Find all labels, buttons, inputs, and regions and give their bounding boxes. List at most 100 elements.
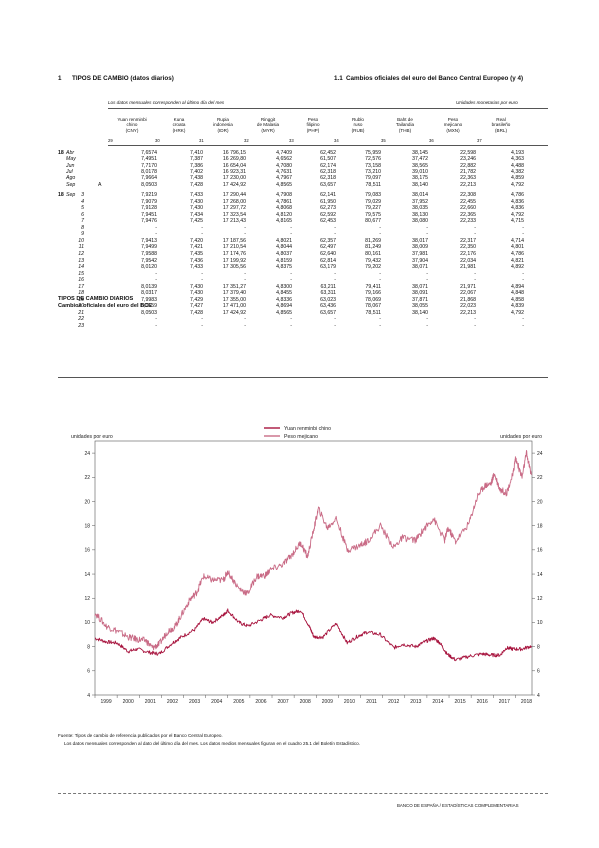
x-tick-label: 2013 (410, 699, 421, 705)
cell-value: - (201, 323, 203, 329)
column-header: Real brasileño (BRL) (491, 117, 511, 133)
cell-value: 16 796,15 (222, 150, 246, 156)
cell-value: 4,8068 (276, 205, 292, 212)
cell-value: 61,507 (320, 156, 336, 163)
cell-value: 4,859 (511, 175, 524, 182)
daily-row: 23 - - - - - - - - - (58, 323, 548, 329)
legend-label: Yuan renminbi chino (284, 426, 331, 432)
daily-row: 21 8,0503 7,428 17 424,92 4,8565 63,657 78,511… (58, 310, 548, 316)
row-label: Abr (66, 150, 75, 156)
cell-value: 79,411 (365, 283, 381, 290)
cell-value: 7,9128 (141, 205, 157, 212)
section-title: TIPOS DE CAMBIO (datos diarios) (72, 75, 174, 82)
cell-value: 4,8159 (276, 257, 292, 264)
cell-value: - (244, 224, 246, 231)
cell-value: 4,894 (511, 283, 524, 290)
monthly-row: Jul 8,0178 7,402 16 923,31 4,7631 62,318 73,21… (58, 169, 548, 175)
y-tick-label-left: 14 (84, 572, 90, 578)
row-day: 3 (81, 192, 84, 198)
cell-value: - (522, 270, 524, 277)
cell-value: 17 230,00 (222, 175, 246, 182)
cell-value: - (201, 270, 203, 277)
cell-value: - (379, 224, 381, 231)
x-tick-label: 2001 (145, 699, 156, 705)
footer-rule (58, 793, 548, 794)
x-tick-label: 2003 (189, 699, 200, 705)
cell-value: 79,097 (365, 175, 381, 182)
cell-value: 7,429 (190, 296, 203, 303)
row-day: 12 (78, 250, 84, 257)
cell-value: 62,318 (320, 175, 336, 182)
cell-value: 38,140 (412, 309, 428, 316)
cell-value: 4,7631 (276, 169, 292, 176)
row-label: May (66, 156, 76, 163)
row-year: 18 (58, 150, 64, 156)
cell-value: 22,365 (460, 211, 476, 218)
cell-value: 17 290,44 (222, 192, 246, 198)
column-header: Peso filipino (PHP) (306, 117, 320, 133)
cell-value: 7,427 (190, 303, 203, 310)
cell-value: 38,071 (412, 264, 428, 271)
cell-value: 62,174 (320, 162, 336, 169)
cell-value: 22,023 (460, 303, 476, 310)
cell-value: - (474, 224, 476, 231)
cell-value: 4,7080 (276, 162, 292, 169)
cell-value: 4,801 (511, 244, 524, 251)
row-day: 19 (78, 296, 84, 303)
column-header: Baht de Tailandia (THB) (395, 117, 415, 133)
table-top-rule (108, 108, 548, 109)
cell-value: 17 199,92 (222, 257, 246, 264)
cell-value: 4,714 (511, 237, 524, 244)
cell-value: 7,386 (190, 162, 203, 169)
cell-value: - (522, 323, 524, 329)
plot-frame (94, 440, 533, 696)
cell-value: 22,213 (460, 309, 476, 316)
cell-value: 38,014 (412, 192, 428, 198)
cell-value: 7,9588 (141, 250, 157, 257)
x-tick-label: 2005 (233, 699, 244, 705)
cell-value: - (244, 323, 246, 329)
cell-value: 17 213,43 (222, 218, 246, 225)
y-tick-label-right: 20 (537, 499, 543, 505)
column-header: Kuna croata (HRK) (172, 117, 186, 133)
cell-value: 4,382 (511, 169, 524, 176)
cell-value: - (201, 224, 203, 231)
cell-value: 7,421 (190, 244, 203, 251)
x-tick-label: 2018 (521, 699, 532, 705)
cell-value: 4,715 (511, 218, 524, 225)
cell-value: 7,425 (190, 218, 203, 225)
cell-value: 4,839 (511, 303, 524, 310)
cell-value: 4,8336 (276, 296, 292, 303)
publisher-line: BANCO DE ESPAÑA / ESTADÍSTICAS COMPLEMEN… (397, 803, 519, 808)
column-header: Rublo ruso (RUB) (351, 117, 365, 133)
cell-value: 63,179 (320, 264, 336, 271)
series-line (94, 608, 532, 662)
cell-value: - (426, 277, 428, 284)
row-day: 13 (78, 257, 84, 264)
daily-row: 18 8,0317 7,430 17 379,40 4,8455 63,311 79,166… (58, 290, 548, 296)
cell-value: 4,8565 (276, 309, 292, 316)
cell-value: 7,438 (190, 175, 203, 182)
cell-value: 73,158 (365, 162, 381, 169)
cell-value: 73,210 (365, 169, 381, 176)
y-tick-label-right: 8 (537, 644, 540, 650)
cell-value: 7,9219 (141, 192, 157, 198)
cell-value: 22,317 (460, 237, 476, 244)
cell-value: 22,598 (460, 150, 476, 156)
cell-value: 4,7967 (276, 175, 292, 182)
column-number: 29 (108, 138, 113, 143)
x-tick-label: 2017 (499, 699, 510, 705)
y-tick-label-right: 14 (537, 572, 543, 578)
cell-value: 81,249 (365, 244, 381, 251)
cell-value: - (155, 224, 157, 231)
cell-value: - (201, 277, 203, 284)
y-tick-label-right: 18 (537, 523, 543, 529)
row-day: 23 (78, 323, 84, 329)
cell-value: 17 305,56 (222, 264, 246, 271)
cell-value: 17 174,76 (222, 250, 246, 257)
cell-value: 17 424,92 (222, 309, 246, 316)
y-tick-label-left: 20 (84, 499, 90, 505)
cell-value: 37,871 (412, 296, 428, 303)
y-tick-label-left: 8 (87, 644, 90, 650)
cell-value: 7,430 (190, 290, 203, 297)
